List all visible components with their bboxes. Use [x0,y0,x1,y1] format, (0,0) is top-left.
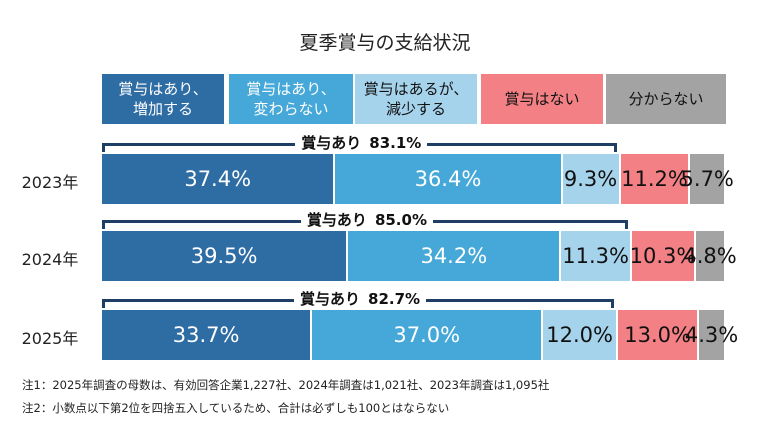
legend-item-3: 賞与はあるが、 減少する [355,74,477,124]
data-label: 11.2% [621,167,688,191]
chart-title: 夏季賞与の支給状況 [299,32,471,54]
annotation-value: 83.1% [369,134,422,152]
data-label: 33.7% [172,323,240,347]
data-label: 4.8% [683,244,737,268]
legend-item-5: 分からない [606,74,726,124]
data-label: 4.3% [684,323,739,347]
bar-segment: 37.0% [312,310,544,360]
legend-item-label: 分からない [628,90,704,108]
bar-segment: 10.3% [629,231,697,281]
bar-segment: 11.2% [620,154,691,204]
note-2: 注2：小数点以下第2位を四捨五入しているため、合計は必ずしも100とはならない [22,401,450,415]
bar-segment: 36.4% [335,154,563,204]
legend-item-label: 増加する [132,100,193,118]
annotation-label: 賞与あり [306,211,367,229]
category-label: 2024年 [21,250,79,269]
bar-segment: 34.2% [348,231,562,281]
legend-item-4: 賞与はない [481,74,603,124]
bar-segment: 4.8% [683,231,737,281]
legend-item-2: 賞与はあり、 変わらない [229,74,353,124]
legend-item-label: 減少する [385,100,446,118]
bar-segment: 37.4% [102,154,336,204]
data-label: 36.4% [414,167,482,191]
bar-segment: 11.3% [561,231,632,281]
bar-segment: 33.7% [102,310,313,360]
annotation-label: 賞与あり [300,290,361,308]
data-label: 39.5% [190,244,258,268]
annotation-label: 賞与あり [301,134,362,152]
data-label: 34.2% [420,244,488,268]
legend-item-label: 賞与はあり、 [118,80,208,98]
data-label: 37.4% [184,167,252,191]
bonus-total-annotation: 賞与あり 85.0% [300,209,433,230]
legend-item-1: 賞与はあり、 増加する [102,74,224,124]
bar-segment: 5.7% [681,154,734,204]
note-1: 注1：2025年調査の母数は、有効回答企業1,227社、2024年調査は1,02… [22,378,550,392]
data-label: 9.3% [563,167,618,191]
data-label: 12.0% [546,323,613,347]
bar-segment: 4.3% [685,310,738,360]
legend-item-label: 変わらない [253,100,329,118]
bar-segment: 9.3% [562,154,621,204]
data-label: 37.0% [393,323,461,347]
annotation-value: 82.7% [368,290,421,308]
legend-item-label: 賞与はあり、 [246,80,336,98]
bar-segment: 39.5% [102,231,349,281]
bar-segment: 13.0% [618,310,700,360]
legend-item-label: 賞与はあるが、 [363,80,469,98]
category-label: 2023年 [21,173,79,192]
bar-segment: 12.0% [543,310,619,360]
data-label: 13.0% [624,323,691,347]
legend-item-label: 賞与はない [504,90,580,108]
data-label: 10.3% [629,244,697,268]
category-label: 2025年 [21,329,79,348]
annotation-value: 85.0% [374,211,427,229]
data-label: 5.7% [680,167,734,191]
bonus-total-annotation: 賞与あり 83.1% [295,132,428,153]
bonus-total-annotation: 賞与あり 82.7% [294,288,427,309]
data-label: 11.3% [562,244,629,268]
